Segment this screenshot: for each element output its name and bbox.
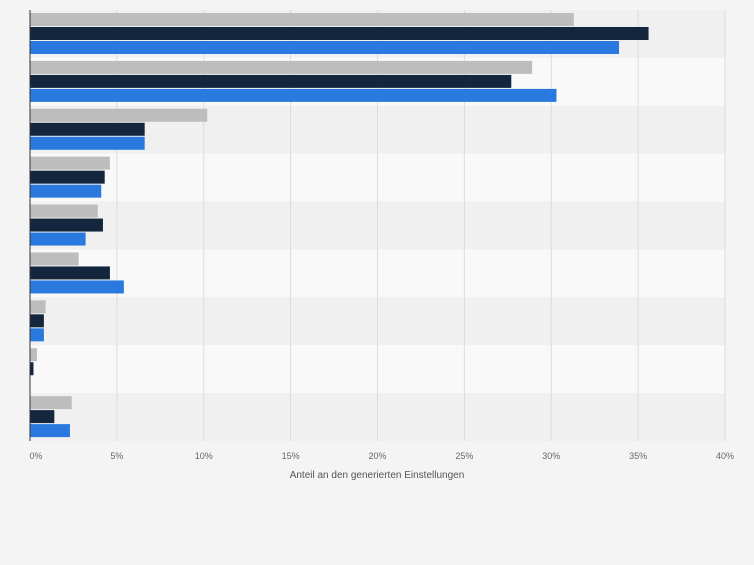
bar: [30, 27, 649, 40]
bar: [30, 184, 102, 198]
bar: [30, 348, 37, 362]
bar: [30, 328, 44, 342]
bar: [30, 410, 55, 424]
bar: [30, 136, 145, 150]
x-tick-labels: 0% 5% 10% 15% 20% 25% 30% 35% 40%: [29, 451, 734, 461]
x-tick-label: 0%: [29, 451, 42, 461]
bar: [30, 266, 110, 280]
bar: [30, 108, 208, 122]
x-tick-label: 35%: [629, 451, 647, 461]
bar: [30, 204, 98, 218]
bar: [30, 300, 46, 314]
x-axis-label: Anteil an den generierten Einstellungen: [290, 470, 465, 481]
bar: [30, 122, 145, 136]
x-tick-label: 25%: [455, 451, 473, 461]
bar: [30, 424, 70, 438]
bar: [30, 280, 124, 294]
bar: [30, 362, 34, 376]
bar: [30, 41, 620, 54]
bar: [30, 218, 103, 232]
bar: [30, 252, 79, 266]
x-tick-label: 30%: [542, 451, 560, 461]
x-tick-label: 5%: [110, 451, 123, 461]
x-tick-label: 10%: [195, 451, 213, 461]
bar: [30, 314, 44, 328]
bar: [30, 60, 533, 74]
x-tick-label: 20%: [368, 451, 386, 461]
x-tick-label: 40%: [716, 451, 734, 461]
bar: [30, 170, 105, 184]
bar: [30, 74, 512, 88]
bar: [30, 13, 574, 26]
bar: [30, 88, 557, 102]
bar: [30, 396, 72, 410]
bars: [30, 13, 649, 438]
x-tick-label: 15%: [282, 451, 300, 461]
bar: [30, 156, 110, 170]
bar: [30, 232, 86, 246]
